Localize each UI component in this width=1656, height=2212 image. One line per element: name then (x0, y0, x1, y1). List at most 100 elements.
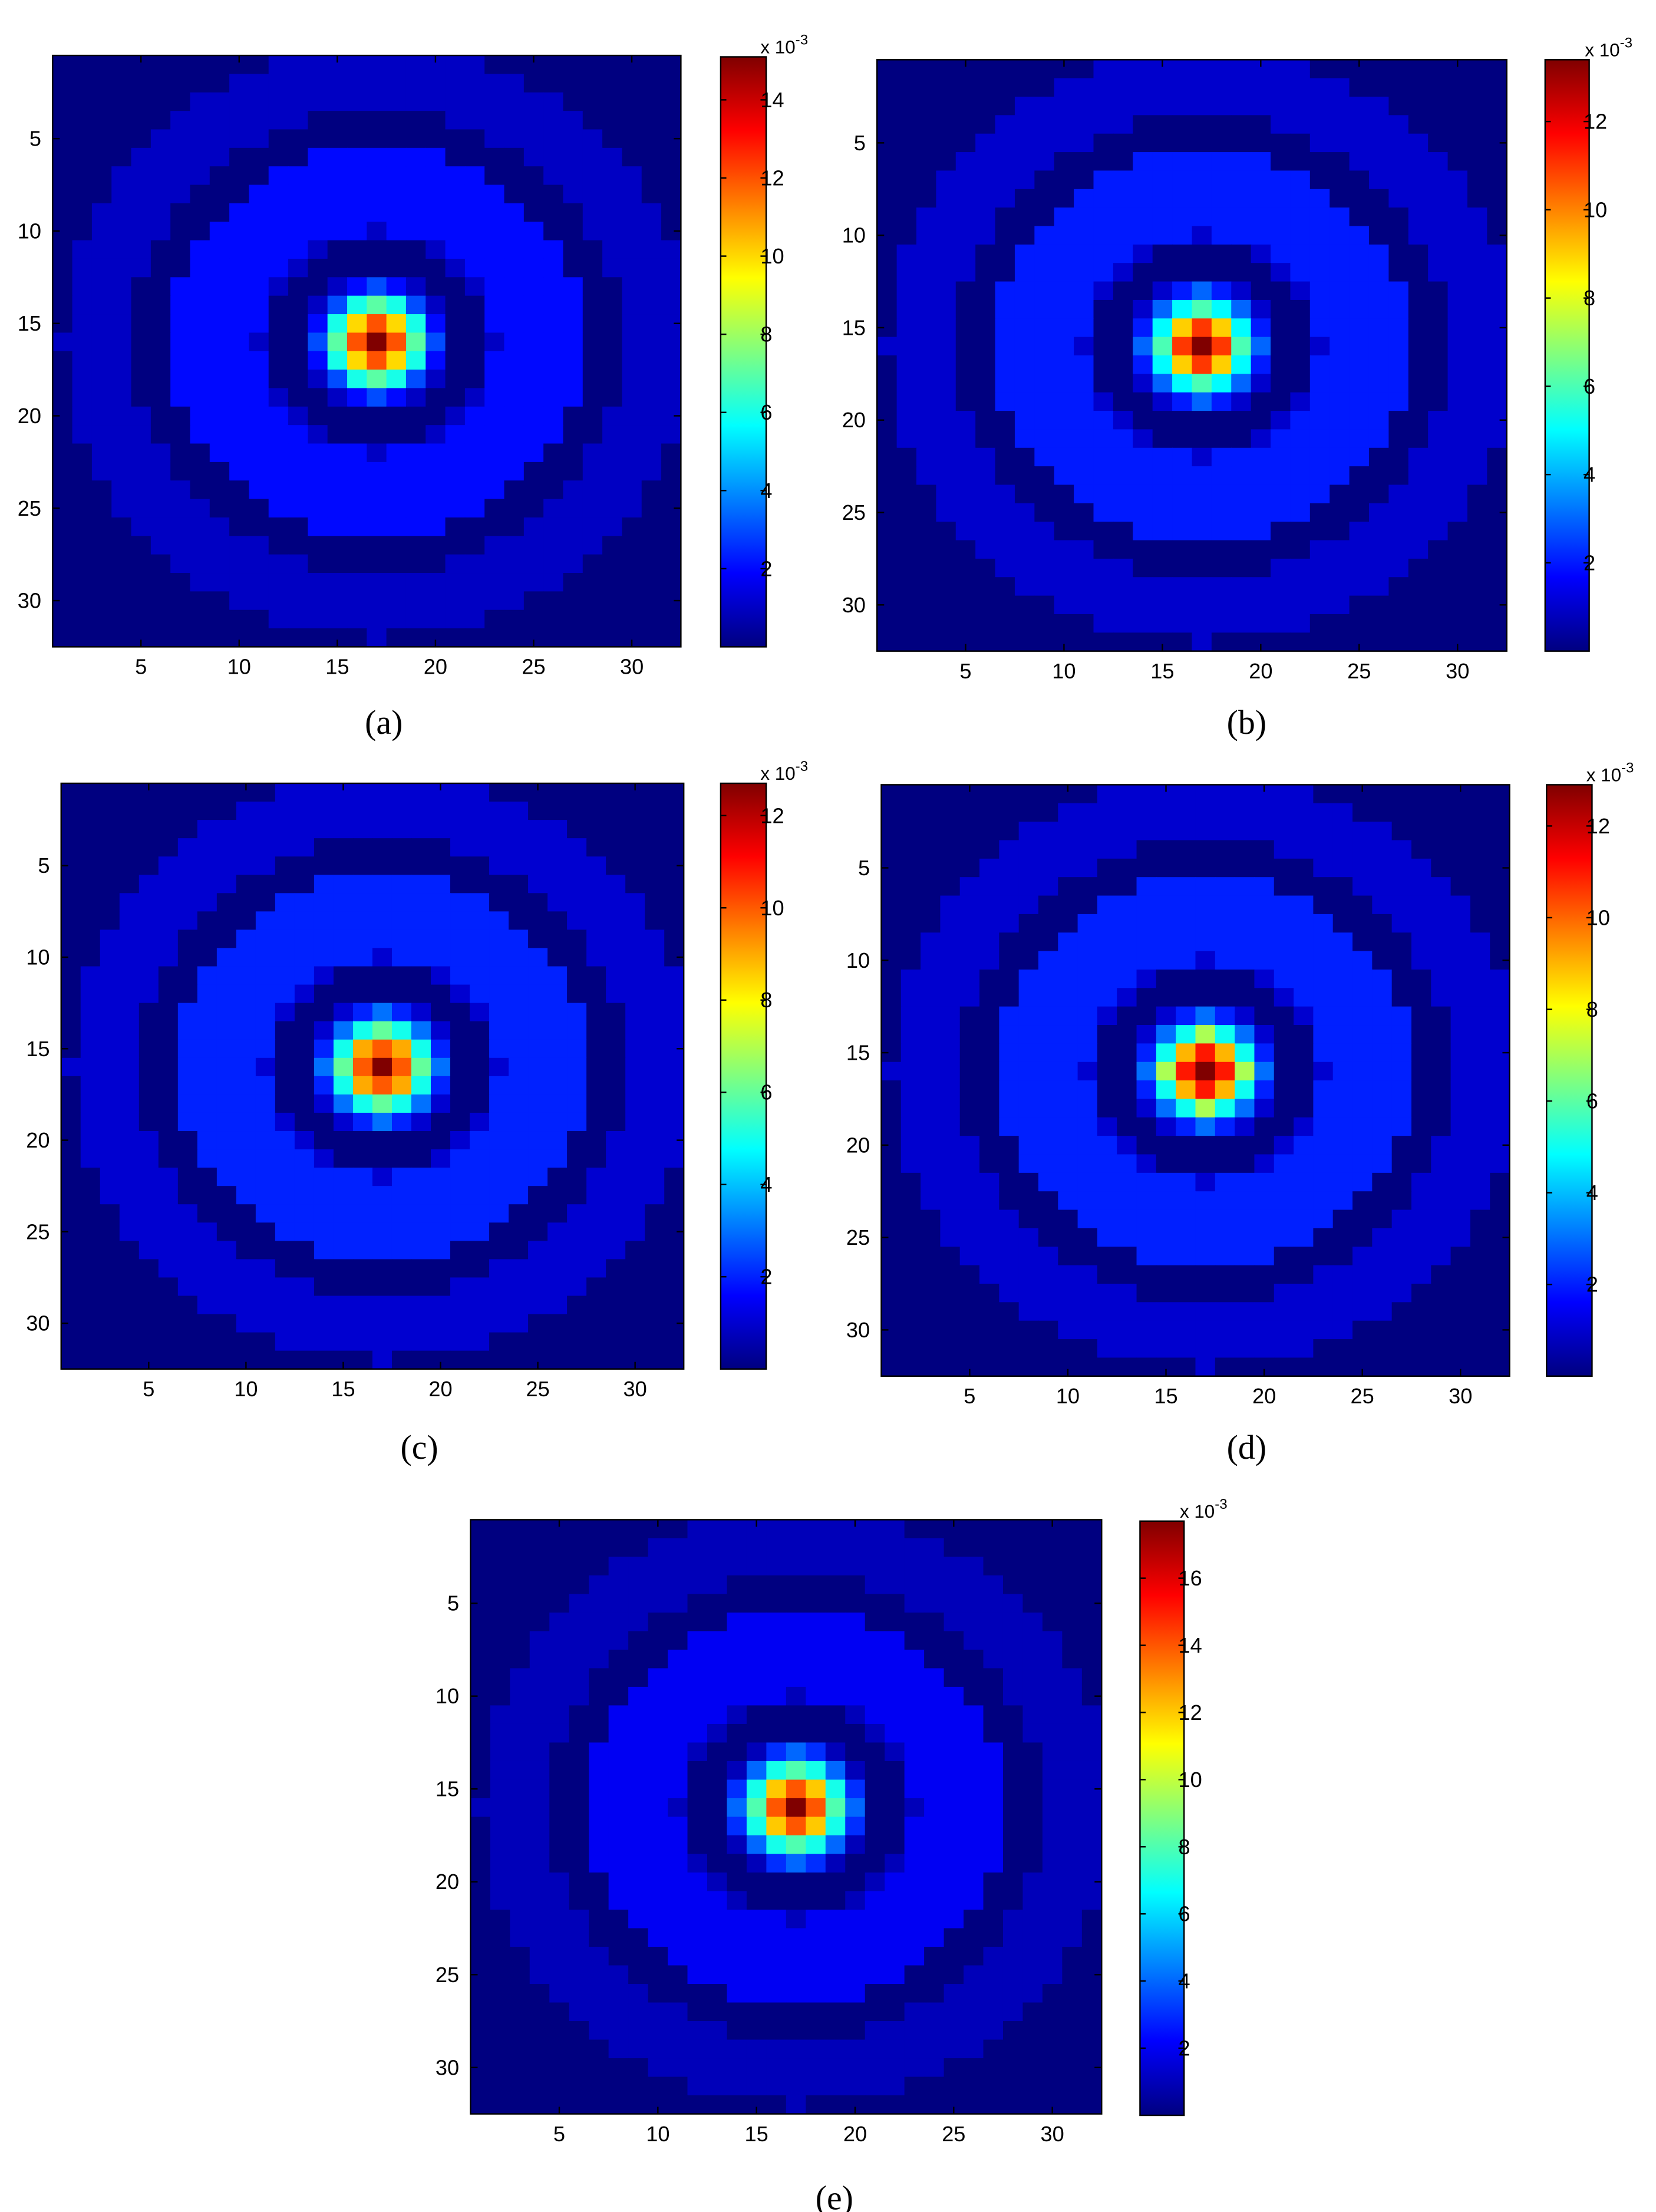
heatmap-cell (1211, 484, 1232, 504)
heatmap-cell (1332, 988, 1353, 1007)
heatmap-cell (1391, 1357, 1412, 1377)
heatmap-cell (1074, 97, 1094, 116)
heatmap-cell (582, 536, 603, 555)
heatmap-cell (131, 425, 151, 444)
heatmap-cell (1018, 1357, 1039, 1377)
heatmap-cell (352, 1295, 373, 1315)
heatmap-cell (1077, 1025, 1098, 1044)
heatmap-cell (1309, 78, 1330, 97)
heatmap-cell (1447, 522, 1468, 541)
heatmap-cell (1447, 170, 1468, 190)
heatmap-cell (1152, 503, 1173, 522)
heatmap-cell (1447, 374, 1468, 393)
heatmap-cell (1467, 558, 1488, 578)
heatmap-cell (288, 184, 309, 204)
heatmap-cell (1408, 115, 1429, 134)
heatmap-cell (1487, 299, 1507, 319)
heatmap-cell (606, 1112, 626, 1132)
heatmap-cell (425, 222, 446, 241)
heatmap-cell (275, 1222, 295, 1242)
heatmap-cell (236, 1314, 256, 1333)
heatmap-cell (766, 1612, 787, 1632)
heatmap-cell (625, 1241, 645, 1260)
heatmap-cell (865, 1817, 885, 1836)
heatmap-cell (1192, 207, 1212, 227)
heatmap-cell (1349, 337, 1370, 356)
heatmap-cell (940, 1320, 961, 1340)
heatmap-cell (900, 840, 921, 859)
heatmap-cell (1038, 1062, 1059, 1081)
heatmap-cell (746, 1835, 767, 1855)
heatmap-cell (1211, 226, 1232, 245)
heatmap-cell (1113, 244, 1134, 263)
heatmap-cell (924, 1705, 945, 1725)
heatmap-cell (158, 1277, 179, 1297)
heatmap-cell (936, 466, 956, 486)
heatmap-cell (904, 1761, 925, 1781)
heatmap-cell (940, 1302, 961, 1321)
heatmap-cell (367, 240, 387, 259)
heatmap-cell (1450, 1154, 1471, 1173)
heatmap-cell (1313, 840, 1334, 859)
heatmap-cell (190, 332, 210, 352)
heatmap-cell (1042, 1742, 1063, 1762)
heatmap-cell (1447, 97, 1468, 116)
colorbar-scale-base: x 10 (760, 763, 795, 784)
heatmap-cell (959, 840, 980, 859)
heatmap-cell (1309, 503, 1330, 522)
heatmap-cell (1467, 337, 1488, 356)
heatmap-cell (1195, 1043, 1216, 1063)
heatmap-cell (975, 595, 996, 615)
heatmap-cell (1254, 1247, 1275, 1266)
heatmap-cell (216, 1332, 237, 1351)
heatmap-cell (1195, 1357, 1216, 1377)
heatmap-cell (352, 1277, 373, 1297)
heatmap-cell (547, 893, 568, 912)
heatmap-cell (881, 932, 902, 952)
heatmap-cell (314, 1277, 334, 1297)
heatmap-cell (510, 1631, 530, 1650)
heatmap-cell (959, 914, 980, 933)
heatmap-cell (190, 628, 210, 648)
heatmap-cell (1054, 558, 1074, 578)
heatmap-cell (569, 1891, 589, 1910)
heatmap-cell (372, 1314, 392, 1333)
heatmap-cell (602, 129, 623, 149)
heatmap-cell (100, 1295, 120, 1315)
heatmap-cell (484, 480, 505, 500)
heatmap-cell (470, 856, 490, 875)
heatmap-cell (865, 1668, 885, 1687)
heatmap-cell (625, 893, 645, 912)
heatmap-cell (586, 1021, 606, 1040)
heatmap-cell (1022, 1668, 1043, 1687)
heatmap-cell (641, 55, 662, 75)
heatmap-cell (940, 1062, 961, 1081)
heatmap-cell (177, 1076, 198, 1095)
heatmap-cell (1235, 1228, 1255, 1248)
heatmap-cell (1215, 951, 1235, 970)
heatmap-cell (1156, 877, 1176, 896)
heatmap-cell (959, 932, 980, 952)
heatmap-cell (1136, 1265, 1157, 1284)
heatmap-cell (1235, 1080, 1255, 1100)
heatmap-cell (484, 222, 505, 241)
heatmap-cell (1058, 1191, 1078, 1211)
heatmap-cell (1368, 133, 1390, 153)
heatmap-cell (470, 1094, 490, 1113)
heatmap-cell (209, 554, 230, 573)
heatmap-cell (999, 1320, 1020, 1340)
heatmap-cell (489, 1314, 509, 1333)
heatmap-cell (881, 969, 902, 989)
heatmap-cell (327, 461, 348, 481)
heatmap-cell (484, 351, 505, 370)
heatmap-cell (100, 820, 120, 839)
heatmap-cell (586, 1241, 606, 1260)
heatmap-cell (1074, 133, 1094, 153)
heatmap-cell (1428, 244, 1449, 263)
heatmap-cell (1077, 1191, 1098, 1211)
heatmap-cell (177, 1332, 198, 1351)
heatmap-cell (1251, 299, 1271, 319)
heatmap-cell (825, 1575, 846, 1595)
heatmap-cell (80, 783, 101, 802)
heatmap-cell (1172, 484, 1193, 504)
